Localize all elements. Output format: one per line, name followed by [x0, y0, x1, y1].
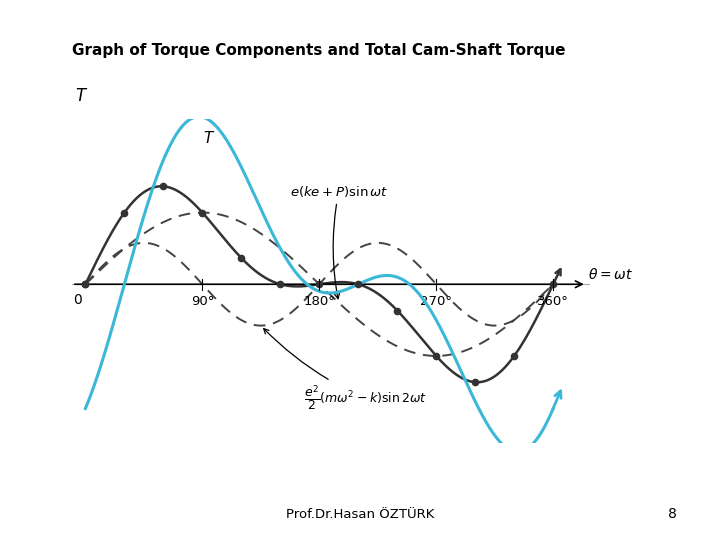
- Text: $T$: $T$: [202, 131, 215, 146]
- Text: $\dfrac{e^2}{2}(m\omega^2 - k) \sin 2\omega t$: $\dfrac{e^2}{2}(m\omega^2 - k) \sin 2\om…: [264, 329, 426, 413]
- Text: $e(ke + P) \sin \omega t$: $e(ke + P) \sin \omega t$: [289, 184, 388, 299]
- Text: 360°: 360°: [537, 295, 569, 308]
- Text: Prof.Dr.Hasan ÖZTÜRK: Prof.Dr.Hasan ÖZTÜRK: [286, 508, 434, 522]
- Text: 0: 0: [73, 293, 82, 307]
- Text: 180°: 180°: [303, 295, 336, 308]
- Text: 90°: 90°: [191, 295, 214, 308]
- Text: 8: 8: [668, 508, 677, 522]
- Text: $T$: $T$: [75, 87, 89, 105]
- Text: 270°: 270°: [420, 295, 452, 308]
- Text: Graph of Torque Components and Total Cam-Shaft Torque: Graph of Torque Components and Total Cam…: [72, 43, 565, 58]
- Text: $\theta = \omega t$: $\theta = \omega t$: [588, 267, 633, 282]
